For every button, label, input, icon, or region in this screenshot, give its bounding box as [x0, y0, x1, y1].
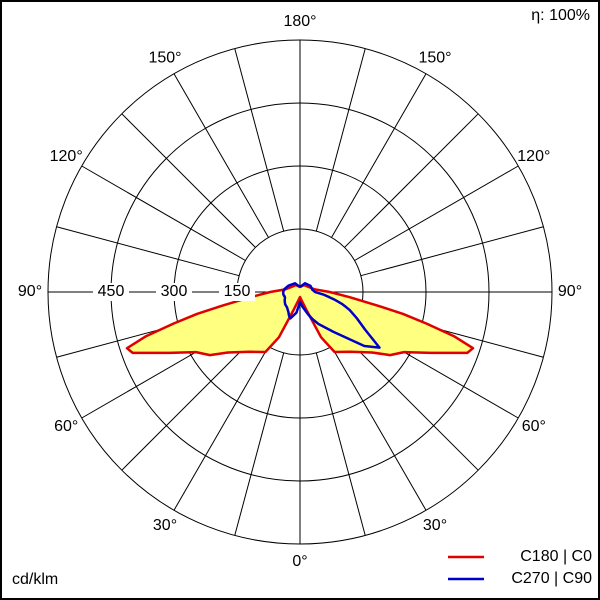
series-line: [281, 282, 381, 349]
angle-label: 120°: [517, 148, 550, 165]
minor-spoke: [234, 352, 285, 536]
minor-spoke: [121, 336, 256, 471]
minor-spoke: [360, 226, 544, 277]
efficiency-label: η: 100%: [531, 7, 590, 24]
angle-label: 90°: [558, 283, 582, 300]
r-tick-label: 150: [224, 283, 251, 300]
spoke: [331, 346, 427, 511]
tick-label-bg: [93, 283, 129, 301]
spoke: [81, 165, 246, 261]
plot-area: [125, 282, 475, 357]
angle-label: 60°: [54, 418, 78, 435]
spoke: [354, 165, 519, 261]
angle-label: 30°: [153, 517, 177, 534]
minor-spoke: [315, 48, 366, 232]
tick-label-bg: [219, 283, 255, 301]
angle-label: 0°: [292, 553, 307, 570]
labels: 150° 120° 90° 60° 30° 0° 30° 60° 90° 120° 150° 180°…: [18, 13, 592, 587]
legend-label: C270 | C90: [511, 570, 592, 587]
spoke: [173, 73, 269, 238]
angle-label: 150°: [418, 49, 451, 66]
legend-label: C180 | C0: [520, 548, 592, 565]
unit-label: cd/klm: [12, 571, 58, 588]
minor-spoke: [56, 226, 240, 277]
angle-label: 150°: [148, 49, 181, 66]
grid: [47, 39, 553, 545]
minor-spoke: [234, 48, 285, 232]
r-tick-label: 300: [161, 283, 188, 300]
spoke: [173, 346, 269, 511]
r-tick-label: 450: [98, 283, 125, 300]
angle-label: 180°: [283, 13, 316, 30]
angle-label: 30°: [423, 517, 447, 534]
minor-spoke: [315, 352, 366, 536]
series-line: [125, 283, 475, 357]
angle-label: 120°: [50, 148, 83, 165]
minor-spoke: [121, 113, 256, 248]
series-area: [127, 285, 473, 356]
tick-label-bg: [156, 283, 192, 301]
spoke: [331, 73, 427, 238]
angle-label: 90°: [18, 283, 42, 300]
angle-label: 60°: [522, 418, 546, 435]
minor-spoke: [344, 336, 479, 471]
minor-spoke: [344, 113, 479, 248]
